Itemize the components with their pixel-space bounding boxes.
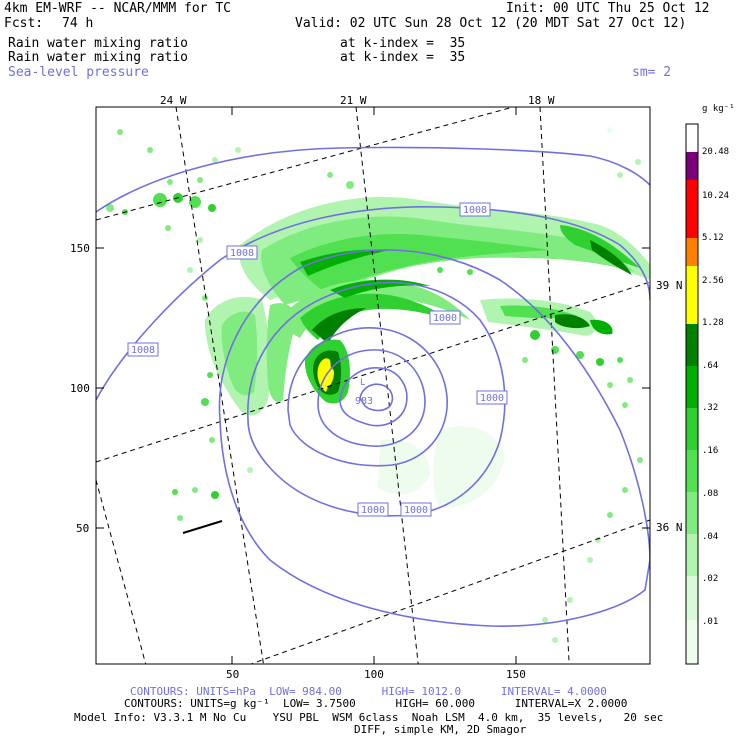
x-tick-label: 50 (226, 668, 240, 681)
footer-model-info: Model Info: V3.3.1 M No Cu YSU PBL WSM 6… (74, 711, 664, 724)
colorbar-swatch (686, 366, 698, 408)
colorbar-swatch (686, 620, 698, 664)
colorbar-swatch (686, 152, 698, 180)
isobar-label: 1000 (361, 505, 385, 516)
valid-time: Valid: 02 UTC Sun 28 Oct 12 (20 MDT Sat … (295, 16, 687, 31)
colorbar-level: 10.24 (702, 191, 730, 201)
latitude-label: 36 N (656, 521, 683, 534)
y-tick-label: 100 (70, 382, 90, 395)
field2-level: at k-index = 35 (340, 50, 466, 65)
colorbar-swatch (686, 576, 698, 620)
field3-name: Sea-level pressure (8, 65, 149, 80)
frame-ticks (96, 107, 650, 664)
forecast-label: Fcst: (4, 16, 44, 31)
x-tick-label: 100 (364, 668, 384, 681)
model-title: 4km EM-WRF -- NCAR/MMM for TC (4, 1, 231, 16)
colorbar-swatch (686, 210, 698, 238)
colorbar-swatch (686, 534, 698, 576)
colorbar-level: .32 (702, 403, 719, 413)
isobar-label: 1008 (230, 248, 254, 259)
colorbar-swatch (686, 450, 698, 492)
latlon-grid (96, 107, 650, 664)
isobar-labels: 1008 1008 1008 1000 1000 1000 1000 983 L (127, 202, 508, 517)
colorbar-level: .04 (702, 532, 719, 542)
rain-band-west (205, 296, 298, 416)
low-center-marker: L (360, 378, 365, 388)
field1-name: Rain water mixing ratio (8, 36, 189, 51)
colorbar-level: .02 (702, 574, 719, 584)
colorbar-level: 2.56 (702, 276, 724, 286)
isobar-996 (287, 327, 448, 467)
isobar-1004 (218, 249, 650, 627)
scattered-cells (106, 127, 643, 643)
y-tick-label: 50 (76, 522, 90, 535)
colorbar-swatch (686, 324, 698, 366)
colorbar-swatch (686, 266, 698, 294)
colorbar-swatch (686, 238, 698, 266)
colorbar-level: .01 (702, 617, 719, 627)
isobar-outer-north (96, 146, 650, 213)
rain-band-east (378, 298, 613, 509)
longitude-label: 18 W (528, 94, 555, 107)
plot-frame (95, 106, 651, 665)
plot-area (96, 107, 650, 664)
field2-name: Rain water mixing ratio (8, 50, 189, 65)
isobar-988 (339, 367, 408, 427)
colorbar-level: .64 (702, 361, 719, 371)
isobar-1000 (247, 281, 506, 517)
rain-band-inner (280, 279, 470, 344)
colorbar-level: 5.12 (702, 233, 724, 243)
longitude-label: 24 W (160, 94, 187, 107)
isobar-992 (317, 349, 426, 447)
colorbar-swatch (686, 294, 698, 324)
colorbar-level: .16 (702, 446, 719, 456)
colorbar-level: 1.28 (702, 318, 724, 328)
colorbar-level: .08 (702, 489, 719, 499)
y-tick-label: 150 (70, 242, 90, 255)
colorbar (685, 123, 699, 665)
isobar-1008 (96, 206, 650, 401)
isobars (96, 146, 650, 627)
x-tick-label: 150 (506, 668, 526, 681)
rain-field (106, 127, 650, 643)
field1-level: at k-index = 35 (340, 36, 466, 51)
latitude-label: 39 N (656, 279, 683, 292)
colorbar-level: 20.48 (702, 147, 730, 157)
reference-vector (182, 520, 223, 534)
isobar-label-center: 983 (355, 396, 373, 407)
colorbar-swatch (686, 408, 698, 450)
forecast-hour: 74 h (62, 16, 94, 31)
isobar-label: 1008 (463, 205, 487, 216)
isobar-984 (359, 383, 394, 412)
colorbar-unit: g kg⁻¹ (702, 104, 735, 114)
footer-contours-rain: CONTOURS: UNITS=g kg⁻¹ LOW= 3.7500 HIGH=… (124, 697, 628, 710)
colorbar-swatch (686, 180, 698, 210)
isobar-label: 1000 (404, 505, 428, 516)
isobar-label: 1008 (131, 345, 155, 356)
smoothing-label: sm= 2 (632, 65, 672, 80)
footer-diffusion: DIFF, simple KM, 2D Smagor (354, 723, 527, 736)
isobar-label: 1000 (433, 313, 457, 324)
longitude-label: 21 W (340, 94, 367, 107)
footer-contours-pressure: CONTOURS: UNITS=hPa LOW= 984.00 HIGH= 10… (130, 685, 607, 698)
init-time: Init: 00 UTC Thu 25 Oct 12 (506, 1, 710, 16)
colorbar-swatch (686, 492, 698, 534)
isobar-label: 1000 (480, 393, 504, 404)
